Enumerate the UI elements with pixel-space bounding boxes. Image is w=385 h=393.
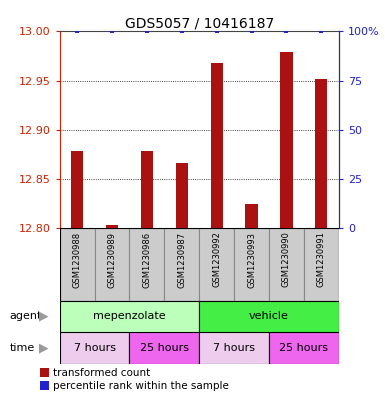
Bar bbox=[60, 332, 129, 364]
Title: GDS5057 / 10416187: GDS5057 / 10416187 bbox=[125, 16, 274, 30]
Bar bbox=[60, 228, 95, 301]
Text: GSM1230990: GSM1230990 bbox=[282, 231, 291, 287]
Bar bbox=[315, 79, 328, 228]
Bar bbox=[280, 52, 293, 228]
Bar bbox=[199, 301, 339, 332]
Text: time: time bbox=[10, 343, 35, 353]
Text: GSM1230989: GSM1230989 bbox=[107, 231, 117, 288]
Bar bbox=[164, 228, 199, 301]
Text: GSM1230993: GSM1230993 bbox=[247, 231, 256, 288]
Bar bbox=[304, 228, 339, 301]
Bar bbox=[129, 228, 164, 301]
Text: mepenzolate: mepenzolate bbox=[93, 311, 166, 321]
Bar bbox=[106, 225, 118, 228]
Bar bbox=[95, 228, 129, 301]
Text: ▶: ▶ bbox=[38, 310, 49, 323]
Text: 7 hours: 7 hours bbox=[213, 343, 255, 353]
Text: ▶: ▶ bbox=[38, 341, 49, 354]
Text: GSM1230992: GSM1230992 bbox=[212, 231, 221, 287]
Bar bbox=[71, 151, 83, 228]
Bar bbox=[269, 228, 304, 301]
Bar bbox=[211, 63, 223, 228]
Text: GSM1230991: GSM1230991 bbox=[317, 231, 326, 287]
Bar bbox=[246, 204, 258, 228]
Bar bbox=[199, 228, 234, 301]
Text: GSM1230987: GSM1230987 bbox=[177, 231, 186, 288]
Bar bbox=[199, 332, 269, 364]
Text: agent: agent bbox=[10, 311, 42, 321]
Bar bbox=[141, 151, 153, 228]
Text: vehicle: vehicle bbox=[249, 311, 289, 321]
Text: 25 hours: 25 hours bbox=[280, 343, 328, 353]
Text: percentile rank within the sample: percentile rank within the sample bbox=[53, 380, 229, 391]
Bar bbox=[176, 163, 188, 228]
Bar bbox=[60, 301, 199, 332]
Text: 25 hours: 25 hours bbox=[140, 343, 189, 353]
Bar bbox=[234, 228, 269, 301]
Bar bbox=[269, 332, 339, 364]
Text: transformed count: transformed count bbox=[53, 367, 150, 378]
Text: GSM1230986: GSM1230986 bbox=[142, 231, 151, 288]
Text: GSM1230988: GSM1230988 bbox=[73, 231, 82, 288]
Text: 7 hours: 7 hours bbox=[74, 343, 116, 353]
Bar bbox=[129, 332, 199, 364]
